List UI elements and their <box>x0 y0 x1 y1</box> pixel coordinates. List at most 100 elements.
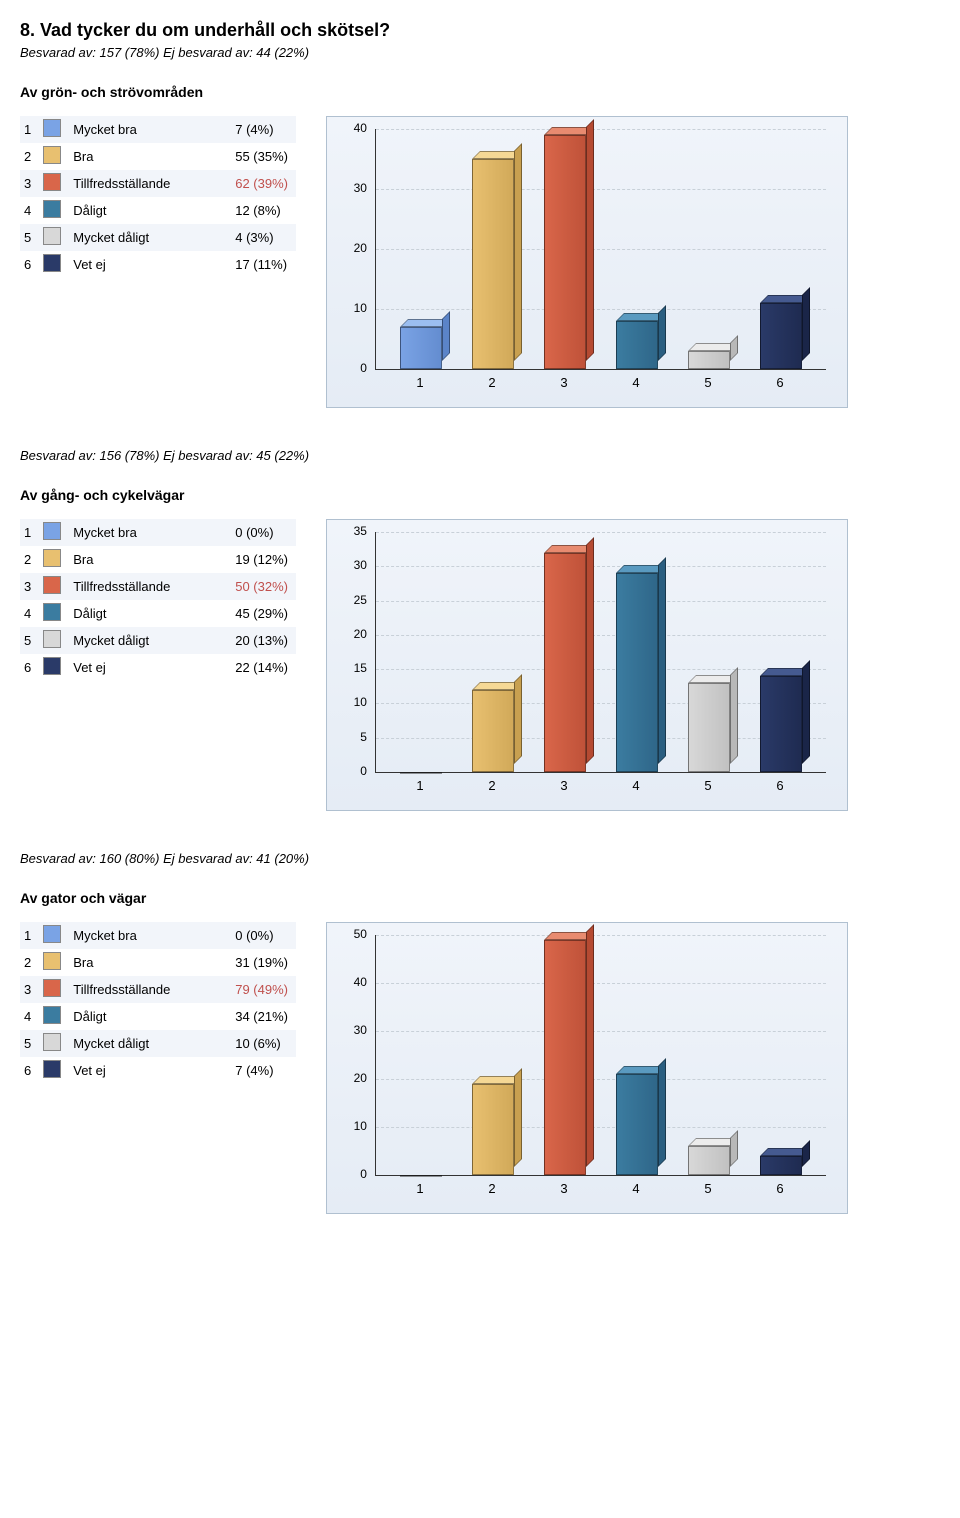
legend-swatch <box>43 227 61 245</box>
legend-swatch-cell <box>39 197 69 224</box>
legend-index: 3 <box>20 573 39 600</box>
legend-swatch-cell <box>39 170 69 197</box>
legend-value: 62 (39%) <box>231 170 296 197</box>
y-axis-label: 5 <box>327 730 367 744</box>
legend-row: 4 Dåligt45 (29%) <box>20 600 296 627</box>
x-axis-label: 4 <box>626 1181 646 1196</box>
legend-swatch <box>43 146 61 164</box>
grid-line <box>376 309 826 310</box>
legend-index: 1 <box>20 519 39 546</box>
legend-swatch-cell <box>39 251 69 278</box>
grid-line <box>376 249 826 250</box>
chart-bar <box>472 690 514 772</box>
y-axis-label: 10 <box>327 1119 367 1133</box>
legend-label: Bra <box>69 546 231 573</box>
grid-line <box>376 601 826 602</box>
legend-label: Dåligt <box>69 197 231 224</box>
legend-label: Mycket bra <box>69 519 231 546</box>
y-axis-label: 40 <box>327 121 367 135</box>
y-axis-label: 30 <box>327 558 367 572</box>
legend-index: 6 <box>20 251 39 278</box>
legend-value: 50 (32%) <box>231 573 296 600</box>
legend-swatch <box>43 1006 61 1024</box>
legend-value: 19 (12%) <box>231 546 296 573</box>
response-info-2: Besvarad av: 160 (80%) Ej besvarad av: 4… <box>20 851 940 866</box>
section-title-2: Av gator och vägar <box>20 890 940 906</box>
chart-bar <box>400 327 442 369</box>
y-axis-label: 0 <box>327 1167 367 1181</box>
legend-table: 1Mycket bra7 (4%)2Bra55 (35%)3Tillfredss… <box>20 116 296 278</box>
y-axis-label: 0 <box>327 764 367 778</box>
legend-swatch <box>43 522 61 540</box>
legend-label: Dåligt <box>69 600 231 627</box>
chart-bar <box>616 573 658 772</box>
legend-value: 34 (21%) <box>231 1003 296 1030</box>
section-title-0: Av grön- och strövområden <box>20 84 940 100</box>
y-axis-label: 20 <box>327 1071 367 1085</box>
legend-row: 4Dåligt34 (21%) <box>20 1003 296 1030</box>
y-axis-label: 30 <box>327 181 367 195</box>
x-axis-label: 2 <box>482 778 502 793</box>
legend-swatch <box>43 549 61 567</box>
x-axis-label: 6 <box>770 375 790 390</box>
legend-row: 3 Tillfredsställande50 (32%) <box>20 573 296 600</box>
x-axis-label: 1 <box>410 778 430 793</box>
legend-swatch <box>43 630 61 648</box>
x-axis-label: 1 <box>410 375 430 390</box>
legend-value: 20 (13%) <box>231 627 296 654</box>
y-axis-label: 30 <box>327 1023 367 1037</box>
legend-swatch-cell <box>39 976 69 1003</box>
legend-label: Mycket bra <box>69 116 231 143</box>
legend-index: 5 <box>20 627 39 654</box>
legend-label: Vet ej <box>69 1057 231 1084</box>
legend-label: Vet ej <box>69 251 231 278</box>
chart-bar <box>472 1084 514 1175</box>
legend-value: 12 (8%) <box>231 197 296 224</box>
legend-index: 3 <box>20 976 39 1003</box>
grid-line <box>376 1127 826 1128</box>
legend-swatch-cell <box>39 546 69 573</box>
legend-row: 1Mycket bra7 (4%) <box>20 116 296 143</box>
x-axis-label: 5 <box>698 375 718 390</box>
legend-table: 1Mycket bra0 (0%)2Bra31 (19%)3Tillfredss… <box>20 922 296 1084</box>
legend-value: 0 (0%) <box>231 519 296 546</box>
legend-value: 22 (14%) <box>231 654 296 681</box>
legend-row: 1 Mycket bra0 (0%) <box>20 519 296 546</box>
legend-swatch <box>43 1033 61 1051</box>
legend-swatch <box>43 657 61 675</box>
legend-swatch-cell <box>39 116 69 143</box>
legend-row: 6Vet ej22 (14%) <box>20 654 296 681</box>
legend-row: 2Bra31 (19%) <box>20 949 296 976</box>
legend-label: Mycket dåligt <box>69 224 231 251</box>
x-axis-label: 5 <box>698 1181 718 1196</box>
legend-index: 4 <box>20 1003 39 1030</box>
grid-line <box>376 566 826 567</box>
response-info-0: Besvarad av: 157 (78%) Ej besvarad av: 4… <box>20 45 940 60</box>
grid-line <box>376 935 826 936</box>
y-axis-label: 15 <box>327 661 367 675</box>
grid-line <box>376 738 826 739</box>
legend-swatch-cell <box>39 654 69 681</box>
chart-bar <box>760 1156 802 1175</box>
legend-row: 2 Bra19 (12%) <box>20 546 296 573</box>
chart-bar <box>616 1074 658 1175</box>
legend-label: Tillfredsställande <box>69 573 231 600</box>
section-title-1: Av gång- och cykelvägar <box>20 487 940 503</box>
legend-row: 2Bra55 (35%) <box>20 143 296 170</box>
response-info-1: Besvarad av: 156 (78%) Ej besvarad av: 4… <box>20 448 940 463</box>
chart-bar <box>688 351 730 369</box>
legend-value: 45 (29%) <box>231 600 296 627</box>
legend-row: 5Mycket dåligt20 (13%) <box>20 627 296 654</box>
legend-index: 4 <box>20 600 39 627</box>
x-axis-label: 2 <box>482 375 502 390</box>
legend-index: 4 <box>20 197 39 224</box>
x-axis-label: 2 <box>482 1181 502 1196</box>
grid-line <box>376 532 826 533</box>
legend-index: 2 <box>20 546 39 573</box>
legend-swatch-cell <box>39 600 69 627</box>
chart-bar <box>472 159 514 369</box>
legend-value: 4 (3%) <box>231 224 296 251</box>
bar-chart: 01020304050123456 <box>326 922 848 1214</box>
y-axis-label: 10 <box>327 695 367 709</box>
x-axis-label: 5 <box>698 778 718 793</box>
